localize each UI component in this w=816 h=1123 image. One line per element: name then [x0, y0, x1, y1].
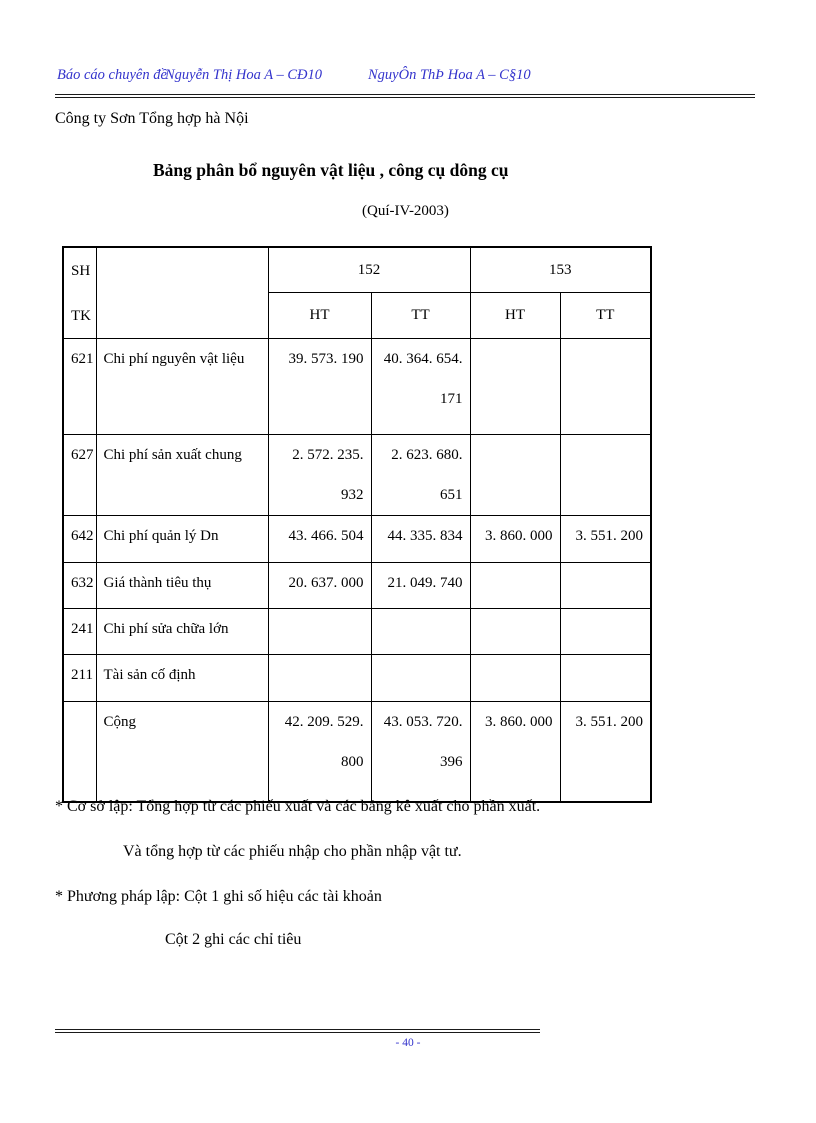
cell-153-ht [469, 338, 561, 435]
total-152-ht-line1: 42. 209. 529. [284, 714, 364, 730]
cell-152-tt [370, 654, 471, 702]
cell-153-ht: 3. 860. 000 [469, 515, 561, 563]
corner-tk: TK [71, 308, 91, 324]
cell-152-tt: 21. 049. 740 [370, 562, 471, 609]
total-153-ht: 3. 860. 000 [469, 701, 561, 803]
sub-header-153-tt: TT [559, 292, 652, 339]
sub-header-152-ht: HT [267, 292, 372, 339]
account-code: 627 [62, 434, 97, 516]
cell-152-ht: 20. 637. 000 [267, 562, 372, 609]
cell-153-tt: 3. 551. 200 [559, 515, 652, 563]
total-152-ht-line2: 800 [341, 754, 364, 770]
company-name: Công ty Sơn Tổng hợp hà Nội [55, 110, 249, 127]
cell-152-tt: 2. 623. 680. 651 [370, 434, 471, 516]
account-label: Chi phí sửa chữa lớn [95, 608, 269, 655]
account-label: Giá thành tiêu thụ [95, 562, 269, 609]
document-title: Bảng phân bổ nguyên vật liệu , công cụ d… [153, 160, 509, 180]
group-header-153: 153 [469, 246, 652, 293]
corner-sh: SH [71, 263, 91, 279]
cell-153-tt [559, 338, 652, 435]
cell-152-tt-line2: 171 [440, 391, 463, 407]
table-row-621: 621 Chi phí nguyên vật liệu 39. 573. 190… [62, 338, 652, 435]
cell-152-ht: 2. 572. 235. 932 [267, 434, 372, 516]
cell-153-tt [559, 562, 652, 609]
total-152-tt-line2: 396 [440, 754, 463, 770]
cell-152-ht: 39. 573. 190 [267, 338, 372, 435]
cell-152-ht [267, 608, 372, 655]
account-label: Chi phí sản xuất chung [95, 434, 269, 516]
note-basis-line1: * Cơ sở lập: Tổng hợp từ các phiếu xuất … [55, 798, 541, 815]
sub-header-152-tt: TT [370, 292, 471, 339]
account-code: 621 [62, 338, 97, 435]
table-row-627: 627 Chi phí sản xuất chung 2. 572. 235. … [62, 434, 652, 516]
cell-152-tt-line1: 40. 364. 654. [383, 351, 463, 367]
label-column-header [95, 246, 269, 339]
total-153-tt: 3. 551. 200 [559, 701, 652, 803]
table-header-row-sub: HT TT HT TT [63, 292, 652, 339]
total-152-tt-line1: 43. 053. 720. [383, 714, 463, 730]
table-row-total: Cộng 42. 209. 529. 800 43. 053. 720. 396… [62, 701, 652, 803]
cell-152-ht: 43. 466. 504 [267, 515, 372, 563]
table-row-241: 241 Chi phí sửa chữa lớn [62, 608, 652, 655]
running-header-left: Báo cáo chuyên đề [57, 67, 167, 83]
cell-152-tt [370, 608, 471, 655]
sub-header-153-ht: HT [469, 292, 561, 339]
account-code: 642 [62, 515, 97, 563]
note-method-line2: Cột 2 ghi các chỉ tiêu [165, 931, 302, 948]
account-label: Chi phí quản lý Dn [95, 515, 269, 563]
running-header-middle: Nguyễn Thị Hoa A – CĐ10 [165, 67, 322, 83]
running-header-right: NguyÔn ThÞ Hoa A – C§10 [368, 67, 531, 83]
cell-153-ht [469, 434, 561, 516]
cell-153-ht [469, 608, 561, 655]
group-header-152: 152 [267, 246, 471, 293]
cell-153-ht [469, 654, 561, 702]
header-rule [55, 94, 755, 98]
cell-152-tt: 40. 364. 654. 171 [370, 338, 471, 435]
cell-153-tt [559, 654, 652, 702]
total-152-ht: 42. 209. 529. 800 [267, 701, 372, 803]
account-label: Chi phí nguyên vật liệu [95, 338, 269, 435]
document-period: (Quí-IV-2003) [362, 203, 449, 219]
table-row-211: 211 Tài sản cố định [62, 654, 652, 702]
cell-152-ht [267, 654, 372, 702]
total-label: Cộng [95, 701, 269, 803]
account-code: 211 [62, 654, 97, 702]
table-header-row-groups: SH TK 152 153 [62, 246, 652, 339]
cell-153-tt [559, 434, 652, 516]
total-152-tt: 43. 053. 720. 396 [370, 701, 471, 803]
note-method-line1: * Phương pháp lập: Cột 1 ghi số hiệu các… [55, 888, 382, 905]
note-basis-line2: Và tổng hợp từ các phiếu nhập cho phần n… [123, 843, 462, 860]
footer-rule [55, 1029, 540, 1033]
account-code: 241 [62, 608, 97, 655]
cell-153-tt [559, 608, 652, 655]
page-number: - 40 - [395, 1037, 421, 1049]
table-row-642: 642 Chi phí quản lý Dn 43. 466. 504 44. … [62, 515, 652, 563]
account-label: Tài sản cố định [95, 654, 269, 702]
account-code-empty [62, 701, 97, 803]
account-code: 632 [62, 562, 97, 609]
allocation-table: SH TK 152 153 HT TT HT TT 621 Chi phí ng… [62, 246, 652, 803]
table-row-632: 632 Giá thành tiêu thụ 20. 637. 000 21. … [62, 562, 652, 609]
cell-152-tt: 44. 335. 834 [370, 515, 471, 563]
corner-cell-sh-tk: SH TK [62, 246, 97, 339]
cell-153-ht [469, 562, 561, 609]
